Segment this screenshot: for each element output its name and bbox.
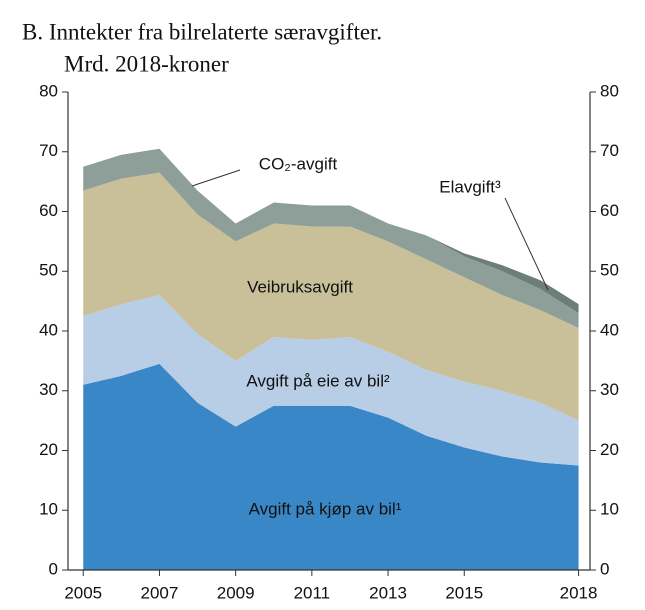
x-tick-label: 2009 [217,583,255,602]
y-tick-label: 20 [39,440,58,459]
y-tick-label: 50 [39,261,58,280]
y-tick-label: 30 [39,380,58,399]
chart-title: B. Inntekter fra bilrelaterte særavgifte… [22,19,382,44]
x-tick-label: 2007 [141,583,179,602]
series-label: Elavgift³ [439,177,501,196]
x-tick-label: 2005 [64,583,102,602]
y2-tick-label: 10 [600,500,619,519]
y-tick-label: 60 [39,201,58,220]
y2-tick-label: 80 [600,81,619,100]
leader-line [191,169,241,187]
y2-tick-label: 30 [600,380,619,399]
y2-tick-label: 40 [600,320,619,339]
y-tick-label: 80 [39,81,58,100]
y2-tick-label: 60 [600,201,619,220]
x-tick-label: 2015 [445,583,483,602]
area [83,295,579,466]
x-tick-label: 2018 [560,583,598,602]
series-label: CO₂-avgift [259,154,338,173]
y-tick-label: 10 [39,500,58,519]
y-tick-label: 0 [49,559,58,578]
area [83,172,579,421]
y-tick-label: 70 [39,141,58,160]
y2-tick-label: 20 [600,440,619,459]
y2-tick-label: 0 [600,559,609,578]
leader-line [504,197,549,291]
area [83,363,579,570]
chart-subtitle: Mrd. 2018-kroner [64,51,229,76]
x-tick-label: 2011 [294,583,331,602]
series-label: Veibruksavgift [247,277,353,296]
y-tick-label: 40 [39,320,58,339]
y2-tick-label: 50 [600,261,619,280]
area [83,148,579,329]
series-label: Avgift på eie av bil² [246,371,390,390]
y2-tick-label: 70 [600,141,619,160]
series-label: Avgift på kjøp av bil¹ [249,499,402,518]
x-tick-label: 2013 [369,583,407,602]
